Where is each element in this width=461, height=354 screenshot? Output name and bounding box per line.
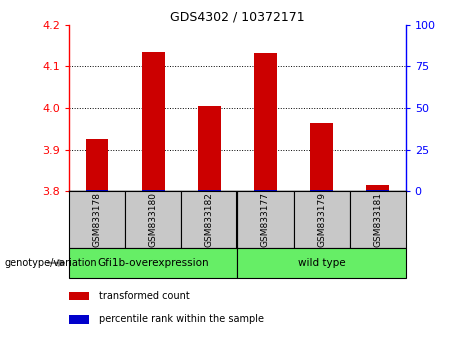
Bar: [254, 190, 277, 191]
Text: GSM833180: GSM833180: [149, 192, 158, 247]
Bar: [198, 190, 220, 191]
Bar: [310, 190, 333, 191]
Text: transformed count: transformed count: [100, 291, 190, 301]
FancyBboxPatch shape: [69, 191, 125, 248]
FancyBboxPatch shape: [69, 248, 237, 278]
Bar: [69, 315, 89, 324]
FancyBboxPatch shape: [294, 191, 349, 248]
Text: genotype/variation: genotype/variation: [5, 258, 97, 268]
FancyBboxPatch shape: [237, 248, 406, 278]
Text: GSM833178: GSM833178: [93, 192, 102, 247]
Text: GSM833182: GSM833182: [205, 192, 214, 247]
FancyBboxPatch shape: [125, 191, 181, 248]
Bar: [142, 52, 165, 191]
Bar: [86, 190, 108, 191]
Bar: [310, 122, 333, 191]
Bar: [254, 53, 277, 191]
FancyBboxPatch shape: [349, 191, 406, 248]
Text: GSM833177: GSM833177: [261, 192, 270, 247]
Text: Gfi1b-overexpression: Gfi1b-overexpression: [97, 258, 209, 268]
Title: GDS4302 / 10372171: GDS4302 / 10372171: [170, 11, 305, 24]
Bar: [86, 139, 108, 191]
Text: GSM833181: GSM833181: [373, 192, 382, 247]
Bar: [69, 292, 89, 301]
Text: percentile rank within the sample: percentile rank within the sample: [100, 314, 265, 324]
Text: wild type: wild type: [298, 258, 345, 268]
Bar: [366, 190, 389, 191]
FancyBboxPatch shape: [181, 191, 237, 248]
Text: GSM833179: GSM833179: [317, 192, 326, 247]
Bar: [198, 106, 220, 191]
FancyBboxPatch shape: [237, 191, 294, 248]
Bar: [366, 185, 389, 191]
Bar: [142, 190, 165, 191]
